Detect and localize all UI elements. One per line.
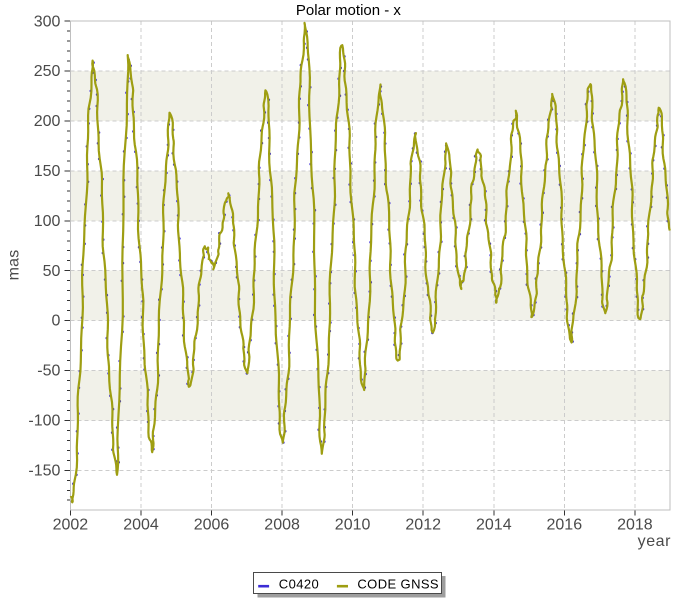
svg-text:2012: 2012 (405, 517, 441, 534)
svg-text:2006: 2006 (194, 517, 230, 534)
svg-text:2014: 2014 (476, 517, 512, 534)
svg-text:2008: 2008 (264, 517, 300, 534)
svg-text:2010: 2010 (335, 517, 371, 534)
svg-text:50: 50 (43, 263, 61, 280)
svg-text:-100: -100 (28, 413, 60, 430)
svg-text:0: 0 (51, 313, 60, 330)
svg-text:-50: -50 (37, 363, 60, 380)
svg-text:-150: -150 (28, 462, 60, 479)
svg-text:300: 300 (34, 13, 61, 30)
svg-text:mas: mas (6, 250, 23, 281)
svg-text:200: 200 (34, 113, 61, 130)
svg-text:CODE GNSS: CODE GNSS (357, 576, 439, 591)
svg-text:C0420: C0420 (279, 576, 319, 591)
svg-text:2004: 2004 (123, 517, 159, 534)
svg-text:250: 250 (34, 63, 61, 80)
svg-text:Polar motion - x: Polar motion - x (296, 2, 402, 19)
svg-text:year: year (638, 533, 671, 550)
svg-text:2016: 2016 (547, 517, 583, 534)
svg-text:150: 150 (34, 163, 61, 180)
svg-text:2002: 2002 (53, 517, 89, 534)
svg-text:100: 100 (34, 213, 61, 230)
svg-text:2018: 2018 (617, 517, 653, 534)
